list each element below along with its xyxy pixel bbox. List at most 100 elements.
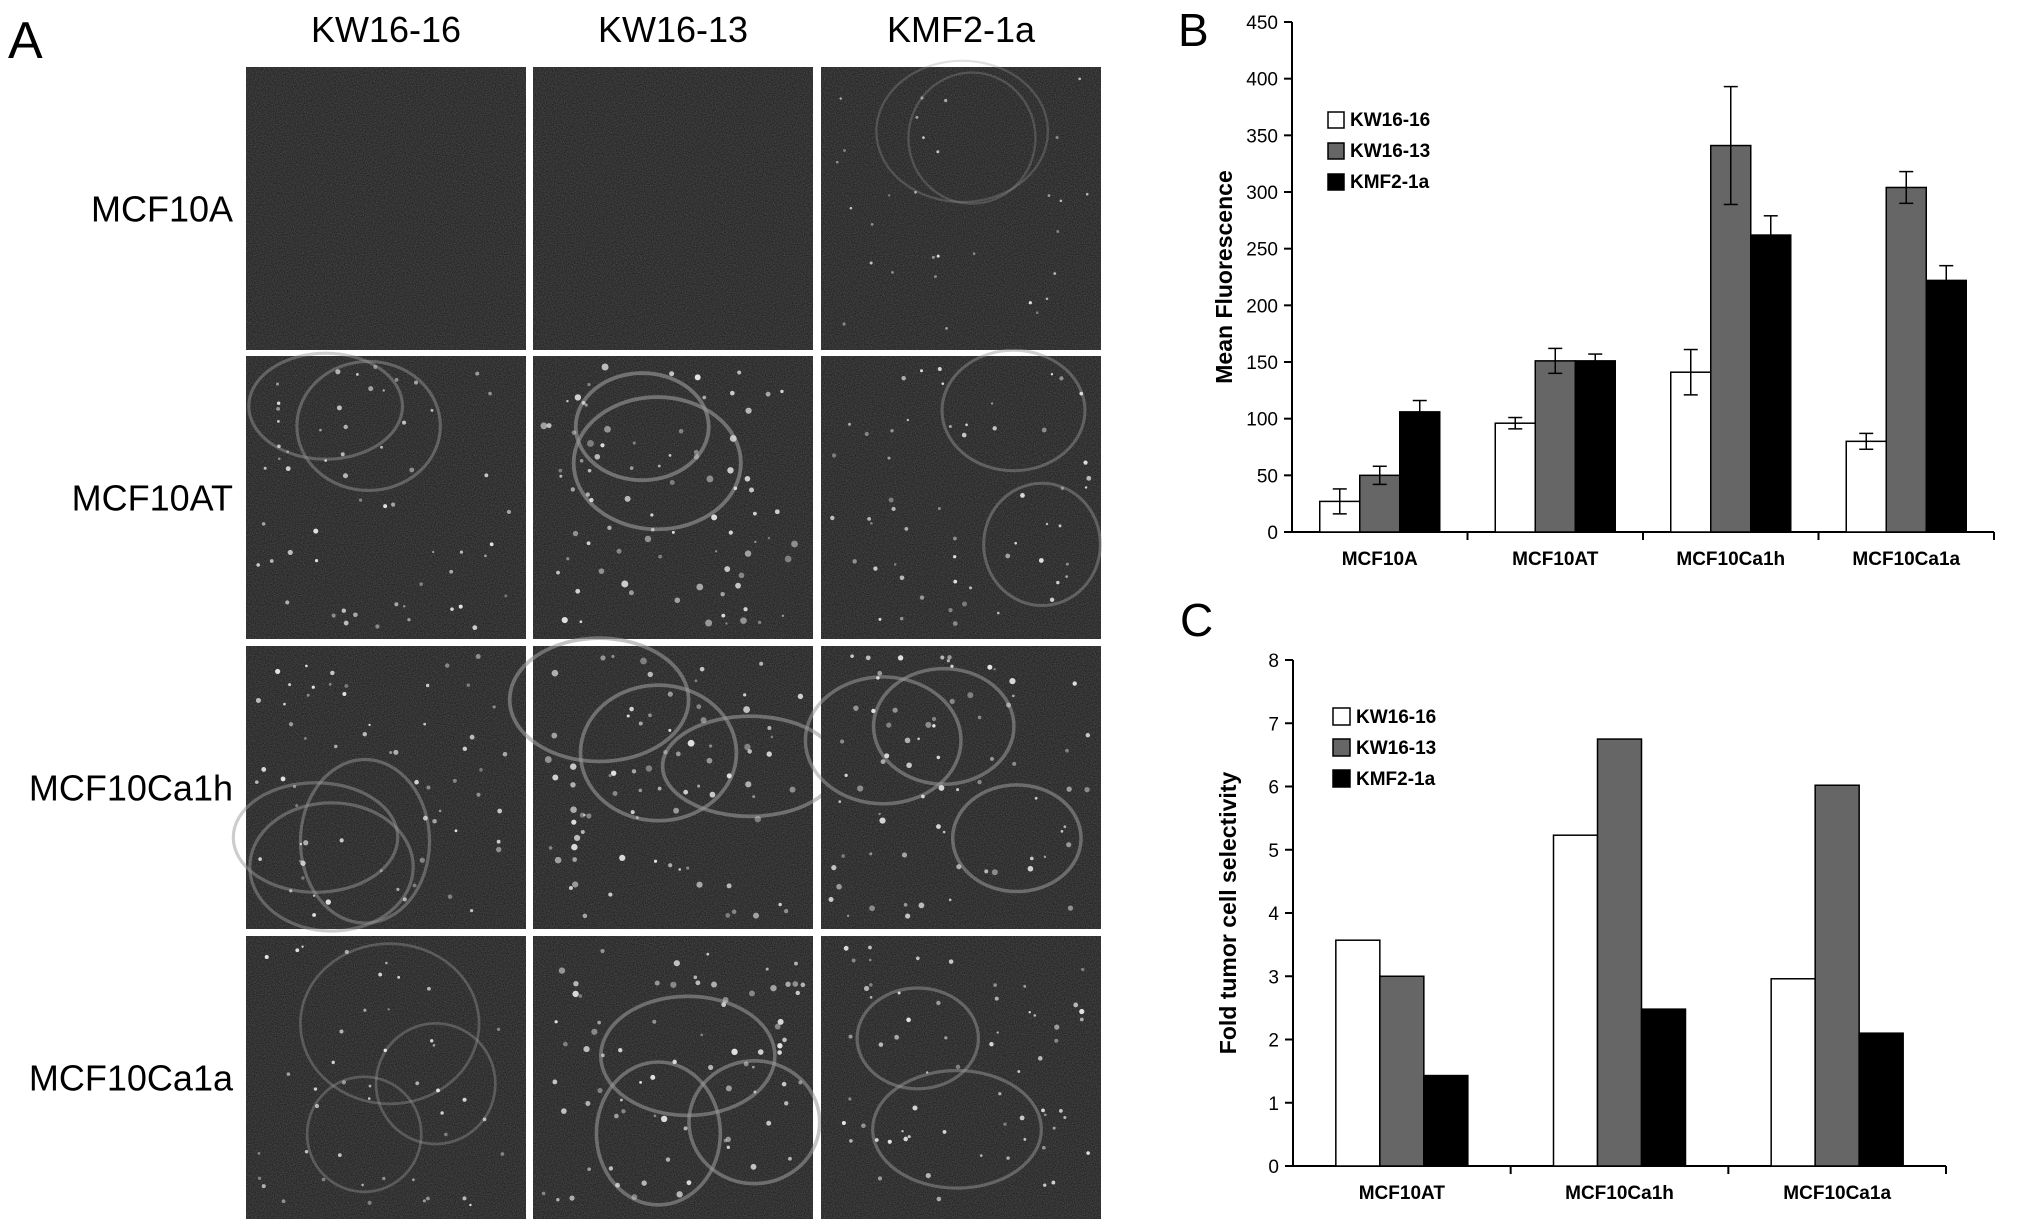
fluorescent-punctum	[582, 913, 588, 919]
fluorescent-punctum	[781, 1081, 787, 1087]
fluorescent-punctum	[777, 1018, 784, 1025]
fluorescent-punctum	[367, 1200, 372, 1205]
fluorescent-punctum	[839, 97, 842, 100]
fluorescent-punctum	[1059, 199, 1063, 203]
fluorescent-punctum	[907, 1135, 911, 1139]
fluorescent-punctum	[423, 722, 427, 726]
fluorescent-punctum	[631, 1194, 638, 1200]
fluorescent-punctum	[631, 769, 637, 774]
fluorescent-punctum	[961, 432, 967, 438]
fluorescent-punctum	[445, 663, 450, 668]
fluorescent-punctum	[426, 785, 431, 790]
fluorescent-punctum	[956, 788, 960, 792]
micrograph-panel: KW16-16 KW16-13 KMF2-1a MCF10A MCF10AT MCF10C…	[29, 9, 1102, 1219]
fluorescent-punctum	[870, 522, 873, 525]
fluorescent-punctum	[784, 555, 792, 563]
fluorescent-punctum	[955, 1064, 961, 1070]
fluorescent-punctum	[831, 865, 837, 871]
fluorescent-punctum	[696, 881, 703, 888]
fluorescent-punctum	[948, 898, 952, 902]
fluorescent-punctum	[906, 762, 912, 769]
fluorescent-punctum	[339, 1029, 344, 1034]
fluorescent-punctum	[753, 1090, 757, 1094]
fluorescent-punctum	[574, 394, 582, 401]
fluorescent-punctum	[368, 723, 371, 727]
micrograph-mcf10at-kw16-16	[246, 351, 526, 639]
fluorescent-punctum	[645, 765, 653, 772]
fluorescent-punctum	[888, 497, 894, 503]
fluorescent-punctum	[693, 449, 699, 455]
fluorescent-punctum	[638, 788, 643, 793]
fluorescent-punctum	[541, 1191, 546, 1196]
fluorescent-punctum	[635, 816, 639, 820]
fluorescent-punctum	[362, 731, 367, 737]
fluorescent-punctum	[314, 1103, 320, 1109]
fluorescent-punctum	[340, 452, 345, 457]
panel-label-c: C	[1180, 594, 1213, 646]
fluorescent-punctum	[304, 1150, 309, 1154]
fluorescent-punctum	[496, 839, 501, 844]
fluorescent-punctum	[912, 1105, 918, 1111]
fluorescent-punctum	[292, 784, 297, 789]
fluorescent-punctum	[1051, 1180, 1056, 1185]
fluorescent-punctum	[380, 445, 384, 449]
fluorescent-punctum	[740, 617, 747, 624]
fluorescent-punctum	[878, 1042, 884, 1047]
cell-membrane	[299, 942, 481, 1106]
fluorescent-punctum	[378, 972, 383, 977]
fluorescent-punctum	[619, 854, 626, 861]
fluorescent-punctum	[1041, 427, 1047, 433]
fluorescent-punctum	[295, 948, 300, 953]
fluorescent-punctum	[569, 1195, 575, 1201]
chart-c-y-tick-label: 5	[1268, 841, 1279, 862]
fluorescent-punctum	[920, 369, 924, 373]
fluorescent-punctum	[766, 1120, 772, 1126]
chart-c-category-label-mcf10ca1h: MCF10Ca1h	[1565, 1183, 1674, 1204]
fluorescent-punctum	[936, 150, 940, 154]
fluorescent-punctum	[289, 889, 293, 893]
chart-b-bar-kw16-13-mcf10ca1h	[1710, 144, 1752, 533]
fluorescent-punctum	[868, 945, 872, 950]
fluorescent-punctum	[1028, 1011, 1031, 1014]
fluorescent-punctum	[579, 620, 583, 624]
chart-c-bar-kw16-13-mcf10at	[1379, 975, 1425, 1167]
fluorescent-punctum	[744, 743, 751, 751]
fluorescent-punctum	[573, 981, 579, 987]
fluorescent-punctum	[864, 431, 869, 437]
fluorescent-punctum	[394, 377, 399, 382]
fluorescent-punctum	[571, 430, 577, 435]
cell-membrane	[855, 986, 981, 1091]
fluorescent-punctum	[721, 1002, 727, 1008]
fluorescent-punctum	[678, 428, 684, 434]
fluorescent-punctum	[312, 913, 316, 917]
fluorescent-punctum	[587, 382, 591, 387]
fluorescent-punctum	[969, 586, 973, 590]
fluorescent-punctum	[869, 983, 873, 987]
fluorescent-punctum	[343, 424, 348, 430]
fluorescent-punctum	[789, 786, 796, 793]
fluorescent-punctum	[729, 435, 737, 442]
fluorescent-punctum	[383, 504, 388, 509]
fluorescent-punctum	[1065, 575, 1068, 578]
fluorescent-punctum	[743, 706, 750, 713]
fluorescent-punctum	[777, 1043, 783, 1049]
chart-b-y-tick-label: 0	[1267, 523, 1278, 544]
fluorescent-punctum	[1043, 855, 1047, 859]
fluorescent-punctum	[876, 676, 880, 680]
fluorescent-punctum	[774, 1023, 781, 1030]
fluorescent-punctum	[920, 96, 924, 100]
fluorescent-punctum	[571, 819, 577, 825]
fluorescent-punctum	[737, 370, 742, 375]
fluorescent-punctum	[647, 671, 653, 678]
fluorescent-punctum	[619, 1098, 623, 1102]
fluorescent-punctum	[977, 779, 982, 785]
fluorescent-punctum	[1060, 830, 1064, 833]
fluorescent-punctum	[899, 616, 904, 621]
fluorescent-punctum	[552, 1079, 558, 1085]
fluorescent-punctum	[777, 1050, 782, 1055]
fluorescent-punctum	[337, 1153, 342, 1157]
fluorescent-punctum	[586, 439, 594, 447]
fluorescent-punctum	[941, 382, 945, 385]
fluorescent-punctum	[904, 737, 911, 744]
fluorescent-punctum	[544, 756, 552, 763]
